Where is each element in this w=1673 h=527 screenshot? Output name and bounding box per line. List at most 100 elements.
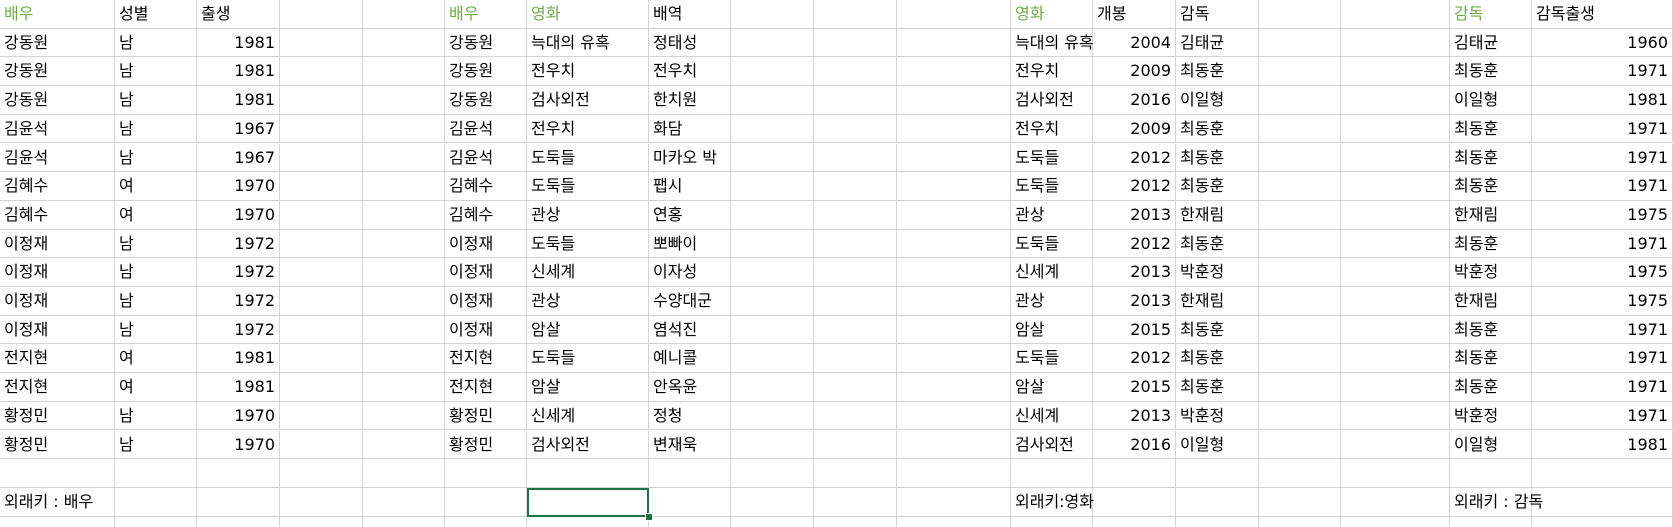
actors-header-2[interactable]: 출생 [197, 0, 280, 29]
empty-cell[interactable] [897, 315, 1011, 345]
directors-cell[interactable]: 한재림 [1450, 200, 1532, 230]
empty-cell[interactable] [897, 143, 1011, 173]
empty-cell[interactable] [1093, 487, 1176, 517]
actors-cell[interactable]: 전지현 [0, 373, 115, 402]
empty-cell[interactable] [445, 487, 527, 517]
empty-cell[interactable] [280, 114, 363, 144]
empty-cell[interactable] [1259, 315, 1341, 345]
casting-cell[interactable]: 이정재 [445, 315, 527, 345]
casting-cell[interactable]: 관상 [527, 287, 649, 316]
actors-cell[interactable]: 이정재 [0, 258, 115, 287]
movies-cell[interactable]: 최동훈 [1176, 114, 1259, 144]
empty-cell[interactable] [1093, 459, 1176, 488]
actors-cell[interactable]: 1981 [197, 28, 280, 58]
empty-cell[interactable] [814, 401, 897, 431]
empty-cell[interactable] [280, 86, 363, 115]
casting-cell[interactable]: 수양대군 [649, 287, 731, 316]
empty-cell[interactable] [1176, 487, 1259, 517]
empty-cell[interactable] [897, 430, 1011, 460]
casting-cell[interactable]: 도둑들 [527, 143, 649, 173]
empty-cell[interactable] [363, 200, 445, 230]
empty-cell[interactable] [731, 459, 814, 488]
casting-cell[interactable]: 이정재 [445, 229, 527, 259]
casting-cell[interactable]: 강동원 [445, 28, 527, 58]
movies-cell[interactable]: 2013 [1093, 287, 1176, 316]
movies-cell[interactable]: 최동훈 [1176, 373, 1259, 402]
casting-cell[interactable]: 변재욱 [649, 430, 731, 460]
casting-cell[interactable]: 이정재 [445, 258, 527, 287]
empty-cell[interactable] [115, 459, 197, 488]
empty-cell[interactable] [1259, 86, 1341, 115]
empty-cell[interactable] [731, 516, 814, 527]
empty-cell[interactable] [280, 57, 363, 87]
actors-cell[interactable]: 남 [115, 86, 197, 115]
directors-cell[interactable]: 김태균 [1450, 28, 1532, 58]
casting-cell[interactable]: 이정재 [445, 287, 527, 316]
movies-cell[interactable]: 2012 [1093, 344, 1176, 374]
empty-cell[interactable] [363, 287, 445, 316]
empty-cell[interactable] [363, 401, 445, 431]
casting-cell[interactable]: 황정민 [445, 401, 527, 431]
empty-cell[interactable] [363, 57, 445, 87]
empty-cell[interactable] [1341, 28, 1450, 58]
casting-header-0[interactable]: 배우 [445, 0, 527, 29]
actors-cell[interactable]: 남 [115, 143, 197, 173]
empty-cell[interactable] [897, 258, 1011, 287]
movies-cell[interactable]: 2012 [1093, 172, 1176, 201]
empty-cell[interactable] [897, 57, 1011, 87]
empty-cell[interactable] [363, 315, 445, 345]
empty-cell[interactable] [363, 143, 445, 173]
actors-cell[interactable]: 1981 [197, 57, 280, 87]
actors-cell[interactable]: 1967 [197, 143, 280, 173]
movies-cell[interactable]: 2009 [1093, 57, 1176, 87]
casting-cell[interactable]: 도둑들 [527, 172, 649, 201]
empty-cell[interactable] [1259, 229, 1341, 259]
casting-cell[interactable]: 화담 [649, 114, 731, 144]
directors-cell[interactable]: 최동훈 [1450, 172, 1532, 201]
empty-cell[interactable] [363, 430, 445, 460]
directors-cell[interactable]: 박훈정 [1450, 401, 1532, 431]
empty-cell[interactable] [731, 86, 814, 115]
actors-cell[interactable]: 김혜수 [0, 200, 115, 230]
empty-cell[interactable] [1176, 516, 1259, 527]
empty-cell[interactable] [0, 516, 115, 527]
actors-cell[interactable]: 전지현 [0, 344, 115, 374]
empty-cell[interactable] [1259, 200, 1341, 230]
empty-cell[interactable] [363, 86, 445, 115]
casting-cell[interactable]: 마카오 박 [649, 143, 731, 173]
empty-cell[interactable] [649, 487, 731, 517]
casting-cell[interactable]: 전지현 [445, 373, 527, 402]
empty-cell[interactable] [1450, 516, 1532, 527]
empty-cell[interactable] [1341, 86, 1450, 115]
empty-cell[interactable] [731, 258, 814, 287]
movies-cell[interactable]: 늑대의 유혹 [1011, 28, 1094, 58]
empty-cell[interactable] [814, 172, 897, 201]
directors-cell[interactable]: 1960 [1532, 28, 1673, 58]
movies-cell[interactable]: 관상 [1011, 287, 1093, 316]
directors-cell[interactable]: 1971 [1532, 172, 1673, 201]
actors-cell[interactable]: 1970 [197, 430, 280, 460]
empty-cell[interactable] [1259, 258, 1341, 287]
empty-cell[interactable] [1341, 143, 1450, 173]
movies-header-0[interactable]: 영화 [1011, 0, 1093, 29]
empty-cell[interactable] [527, 459, 649, 488]
empty-cell[interactable] [197, 487, 280, 517]
actors-cell[interactable]: 1970 [197, 172, 280, 201]
empty-cell[interactable] [897, 229, 1011, 259]
empty-cell[interactable] [814, 373, 897, 402]
actors-cell[interactable]: 1970 [197, 200, 280, 230]
casting-cell[interactable]: 전우치 [527, 114, 649, 144]
empty-cell[interactable] [1341, 258, 1450, 287]
casting-header-2[interactable]: 배역 [649, 0, 731, 29]
empty-cell[interactable] [731, 287, 814, 316]
empty-cell[interactable] [280, 459, 363, 488]
casting-cell[interactable]: 신세계 [527, 258, 649, 287]
empty-cell[interactable] [363, 229, 445, 259]
actors-cell[interactable]: 1972 [197, 229, 280, 259]
actors-cell[interactable]: 황정민 [0, 401, 115, 431]
movies-cell[interactable]: 박훈정 [1176, 401, 1259, 431]
empty-cell[interactable] [814, 459, 897, 488]
fk-label-directors[interactable]: 외래키 : 감독 [1450, 487, 1543, 517]
casting-cell[interactable]: 전우치 [649, 57, 731, 87]
empty-cell[interactable] [897, 516, 1011, 527]
